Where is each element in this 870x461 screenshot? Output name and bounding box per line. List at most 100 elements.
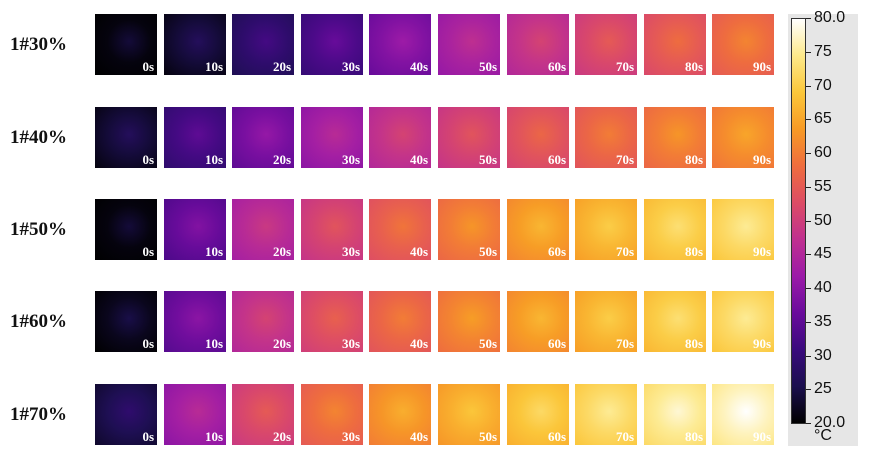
row-label: 1#30%: [10, 34, 67, 55]
scale-tick: [806, 288, 811, 289]
thermal-image: 70s: [575, 14, 637, 75]
scale-tick-label: 55: [814, 178, 832, 195]
thermal-image: 0s: [95, 384, 157, 445]
time-label: 60s: [547, 429, 566, 444]
thermal-image: 70s: [575, 199, 637, 260]
time-label: 70s: [615, 244, 634, 259]
scale-tick: [806, 254, 811, 255]
time-label: 50s: [478, 429, 497, 444]
time-label: 40s: [409, 152, 428, 167]
time-label: 20s: [272, 336, 291, 351]
thermal-image: 60s: [507, 199, 569, 260]
time-label: 80s: [684, 429, 703, 444]
row-label: 1#60%: [10, 311, 67, 332]
thermal-image: 10s: [164, 14, 226, 75]
time-label: 60s: [547, 336, 566, 351]
thermal-image: 20s: [232, 199, 294, 260]
scale-tick: [806, 119, 811, 120]
thermal-image: 0s: [95, 14, 157, 75]
row-label: 1#50%: [10, 219, 67, 240]
scale-tick: [806, 221, 811, 222]
scale-tick: [806, 389, 811, 390]
thermal-image: 20s: [232, 291, 294, 352]
thermal-image: 50s: [438, 107, 500, 168]
thermal-image: 10s: [164, 384, 226, 445]
time-label: 70s: [615, 152, 634, 167]
scale-tick-label: 70: [814, 77, 832, 94]
thermal-image: 50s: [438, 384, 500, 445]
time-label: 30s: [341, 59, 360, 74]
time-label: 30s: [341, 336, 360, 351]
thermal-image: 90s: [712, 107, 774, 168]
thermal-image: 0s: [95, 291, 157, 352]
time-label: 70s: [615, 59, 634, 74]
time-label: 10s: [204, 244, 223, 259]
time-label: 40s: [409, 429, 428, 444]
time-label: 40s: [409, 59, 428, 74]
scale-tick: [806, 52, 811, 53]
thermal-image: 10s: [164, 199, 226, 260]
thermal-image: 80s: [644, 199, 706, 260]
time-label: 20s: [272, 244, 291, 259]
scale-tick-label: 60: [814, 144, 832, 161]
time-label: 30s: [341, 429, 360, 444]
thermal-image: 90s: [712, 14, 774, 75]
time-label: 80s: [684, 336, 703, 351]
time-label: 90s: [752, 429, 771, 444]
thermal-image: 30s: [301, 107, 363, 168]
thermal-image: 80s: [644, 384, 706, 445]
time-label: 60s: [547, 152, 566, 167]
scale-tick-label: 35: [814, 313, 832, 330]
thermal-image: 90s: [712, 199, 774, 260]
time-label: 90s: [752, 152, 771, 167]
time-label: 10s: [204, 59, 223, 74]
time-label: 10s: [204, 429, 223, 444]
time-label: 0s: [142, 336, 154, 351]
thermal-image: 90s: [712, 384, 774, 445]
time-label: 0s: [142, 59, 154, 74]
thermal-image: 20s: [232, 107, 294, 168]
row-label: 1#40%: [10, 127, 67, 148]
thermal-image: 60s: [507, 291, 569, 352]
scale-tick: [806, 423, 811, 424]
time-label: 90s: [752, 59, 771, 74]
thermal-image: 40s: [369, 199, 431, 260]
scale-tick: [806, 86, 811, 87]
scale-tick: [806, 153, 811, 154]
time-label: 20s: [272, 429, 291, 444]
scale-tick-label: 75: [814, 43, 832, 60]
time-label: 80s: [684, 152, 703, 167]
time-label: 0s: [142, 429, 154, 444]
thermal-image: 30s: [301, 291, 363, 352]
thermal-image: 70s: [575, 107, 637, 168]
thermal-image: 20s: [232, 14, 294, 75]
time-label: 90s: [752, 244, 771, 259]
time-label: 20s: [272, 59, 291, 74]
scale-tick-label: 80.0: [814, 9, 846, 26]
time-label: 40s: [409, 336, 428, 351]
thermal-image: 40s: [369, 107, 431, 168]
scale-tick-label: 20.0: [814, 414, 846, 431]
thermal-image: 30s: [301, 199, 363, 260]
time-label: 80s: [684, 244, 703, 259]
thermal-image: 50s: [438, 291, 500, 352]
thermal-image: 80s: [644, 107, 706, 168]
scale-tick: [806, 356, 811, 357]
thermal-image: 50s: [438, 199, 500, 260]
time-label: 50s: [478, 244, 497, 259]
scale-tick-label: 40: [814, 279, 832, 296]
scale-tick: [806, 322, 811, 323]
thermal-image: 0s: [95, 199, 157, 260]
scale-tick-label: 30: [814, 347, 832, 364]
thermal-image: 60s: [507, 384, 569, 445]
time-label: 80s: [684, 59, 703, 74]
time-label: 60s: [547, 59, 566, 74]
thermal-image: 50s: [438, 14, 500, 75]
time-label: 30s: [341, 152, 360, 167]
scale-tick: [806, 187, 811, 188]
thermal-image: 90s: [712, 291, 774, 352]
thermal-image: 70s: [575, 291, 637, 352]
thermal-image: 30s: [301, 384, 363, 445]
scale-tick-label: 50: [814, 212, 832, 229]
